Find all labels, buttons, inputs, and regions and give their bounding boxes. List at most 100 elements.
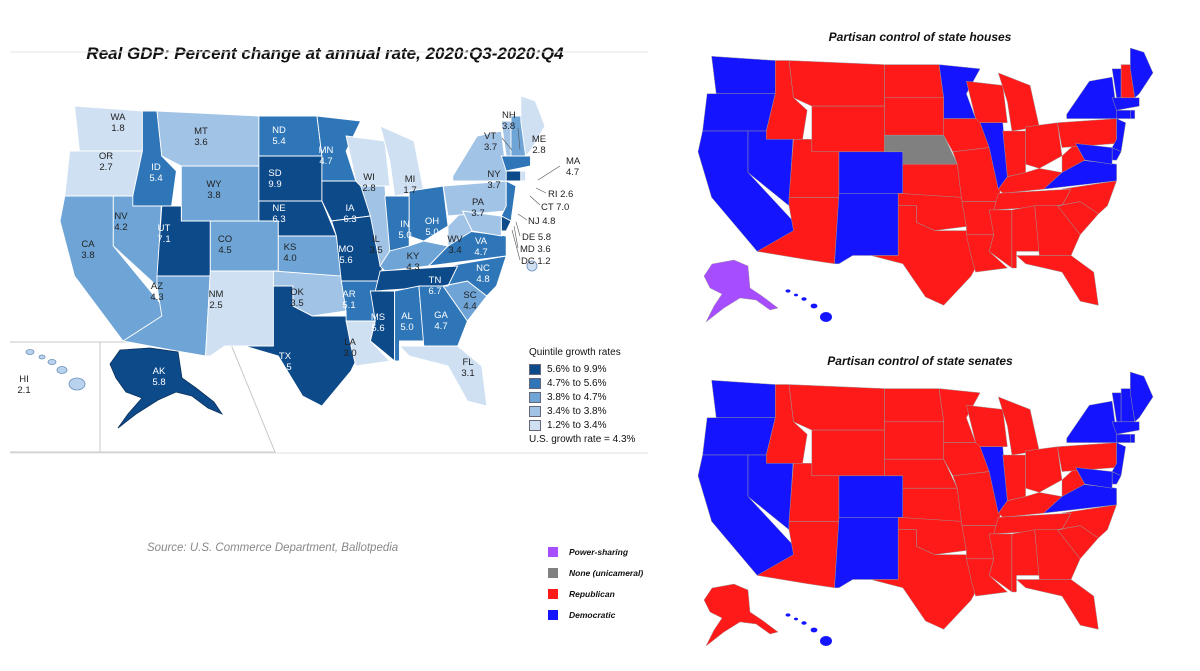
houses-state-me xyxy=(1130,47,1154,99)
gdp-label-value-in: 5.0 xyxy=(398,230,412,241)
gdp-state-ri xyxy=(520,170,527,182)
gdp-label-abbr-ky: KY xyxy=(406,251,420,262)
gdp-label-abbr-sd: SD xyxy=(268,168,282,179)
gdp-label-abbr-de: DE xyxy=(522,232,536,243)
houses-state-hi xyxy=(785,289,832,322)
senates-state-nc xyxy=(1057,504,1117,539)
houses-state-ks xyxy=(902,163,963,198)
democratic-label: Democratic xyxy=(569,609,616,620)
gdp-label-ar: AR 5.1 xyxy=(337,289,361,311)
source-note: Source: U.S. Commerce Department, Ballot… xyxy=(147,542,399,554)
gdp-label-value-il: 3.5 xyxy=(369,245,383,256)
senates-state-wy xyxy=(811,429,885,477)
gdp-label-abbr-il: IL xyxy=(372,234,380,245)
gdp-label-value-de: 5.8 xyxy=(535,232,552,243)
houses-state-co xyxy=(838,151,904,194)
senates-state-ak xyxy=(703,583,779,647)
gdp-label-il: IL 3.5 xyxy=(364,234,388,256)
gdp-label-nj: NJ 4.8 xyxy=(528,216,555,227)
houses-state-pa xyxy=(1057,118,1117,148)
gdp-label-value-id: 5.4 xyxy=(149,173,163,184)
unicameral-swatch xyxy=(548,567,558,578)
gdp-label-abbr-ms: MS xyxy=(370,312,386,323)
power-sharing-swatch xyxy=(548,546,558,557)
gdp-label-abbr-ga: GA xyxy=(434,310,448,321)
gdp-label-abbr-vt: VT xyxy=(484,131,497,142)
gdp-label-value-ia: 6.3 xyxy=(343,214,357,225)
gdp-label-value-nm: 2.5 xyxy=(209,300,223,311)
gdp-legend-swatch-1 xyxy=(529,363,541,375)
gdp-label-value-ca: 3.8 xyxy=(81,250,95,261)
gdp-choropleth-map xyxy=(10,51,648,454)
gdp-leader-line-3 xyxy=(537,165,561,181)
houses-state-nm xyxy=(834,193,899,265)
gdp-label-abbr-id: ID xyxy=(151,162,161,173)
gdp-label-ut: UT 7.1 xyxy=(152,223,176,245)
gdp-leader-line-5 xyxy=(529,195,541,206)
gdp-label-abbr-dc: DC xyxy=(521,256,535,267)
gdp-leader-line-1 xyxy=(517,127,521,151)
gdp-legend-row-5: 1.2% to 3.4% xyxy=(529,418,649,432)
gdp-leader-line-7 xyxy=(515,221,521,237)
gdp-label-value-sc: 4.4 xyxy=(463,301,477,312)
gdp-leader-line-4 xyxy=(535,187,547,194)
gdp-label-al: AL 5.0 xyxy=(395,311,419,333)
gdp-state-fl xyxy=(398,345,488,407)
gdp-label-value-md: 3.6 xyxy=(534,244,551,255)
gdp-label-value-oh: 5.0 xyxy=(425,227,439,238)
gdp-label-wy: WY 3.8 xyxy=(202,179,226,201)
gdp-legend-label-4: 3.4% to 3.8% xyxy=(547,405,607,417)
gdp-label-value-ny: 3.7 xyxy=(487,180,501,191)
gdp-label-vt: VT 3.7 xyxy=(484,131,497,153)
houses-state-ga xyxy=(1034,205,1081,256)
gdp-label-value-mi: 1.7 xyxy=(403,185,417,196)
gdp-label-abbr-md: MD xyxy=(520,244,535,255)
gdp-label-abbr-wv: WV xyxy=(447,234,463,245)
gdp-label-nd: ND 5.4 xyxy=(267,125,291,147)
gdp-label-ma: MA 4.7 xyxy=(566,156,580,178)
gdp-label-wi: WI 2.8 xyxy=(357,172,381,194)
houses-state-tx xyxy=(870,205,981,306)
gdp-label-tn: TN 6.7 xyxy=(423,275,447,297)
gdp-legend-label-2: 4.7% to 5.6% xyxy=(547,377,607,389)
gdp-label-abbr-tx: TX xyxy=(278,351,292,362)
houses-state-sd xyxy=(884,97,944,136)
gdp-legend-swatch-5 xyxy=(529,419,541,431)
gdp-label-value-fl: 3.1 xyxy=(461,368,475,379)
gdp-label-abbr-co: CO xyxy=(217,234,233,245)
gdp-label-abbr-va: VA xyxy=(475,236,487,247)
senates-state-nm xyxy=(834,517,899,589)
gdp-state-ct xyxy=(505,170,522,182)
gdp-label-value-or: 2.7 xyxy=(99,162,113,173)
gdp-label-hi: HI 2.1 xyxy=(12,374,36,396)
gdp-label-value-nj: 4.8 xyxy=(539,216,556,227)
gdp-label-value-co: 4.5 xyxy=(218,245,232,256)
gdp-label-wv: WV 3.4 xyxy=(443,234,467,256)
gdp-label-abbr-ak: AK xyxy=(152,366,166,377)
gdp-label-abbr-al: AL xyxy=(401,311,413,322)
gdp-label-abbr-ok: OK xyxy=(290,287,304,298)
gdp-label-value-dc: 1.2 xyxy=(534,256,551,267)
gdp-legend-label-3: 3.8% to 4.7% xyxy=(547,391,607,403)
gdp-legend: Quintile growth rates 5.6% to 9.9% 4.7% … xyxy=(529,347,649,445)
houses-state-ct xyxy=(1116,110,1131,119)
gdp-label-value-nh: 3.8 xyxy=(502,121,516,132)
gdp-label-abbr-ct: CT xyxy=(541,202,554,213)
partisan-legend: Power-sharing None (unicameral) Republic… xyxy=(548,541,643,625)
gdp-label-value-ks: 4.0 xyxy=(283,253,297,264)
senates-state-co xyxy=(838,475,904,518)
gdp-label-value-wa: 1.8 xyxy=(111,123,125,134)
partisan-legend-row-power-sharing: Power-sharing xyxy=(548,541,643,562)
gdp-leader-line-6 xyxy=(517,213,528,221)
gdp-label-value-ct: 7.0 xyxy=(553,202,570,213)
gdp-label-value-va: 4.7 xyxy=(474,247,488,258)
houses-state-ma xyxy=(1111,97,1140,111)
gdp-label-md: MD 3.6 xyxy=(520,244,551,255)
houses-state-nd xyxy=(884,64,944,99)
gdp-label-abbr-nj: NJ xyxy=(528,216,540,227)
gdp-label-value-nd: 5.4 xyxy=(272,136,286,147)
senates-state-ma xyxy=(1111,421,1140,435)
gdp-label-abbr-ca: CA xyxy=(81,239,95,250)
gdp-label-abbr-nv: NV xyxy=(114,211,128,222)
gdp-label-abbr-ri: RI xyxy=(548,189,558,200)
